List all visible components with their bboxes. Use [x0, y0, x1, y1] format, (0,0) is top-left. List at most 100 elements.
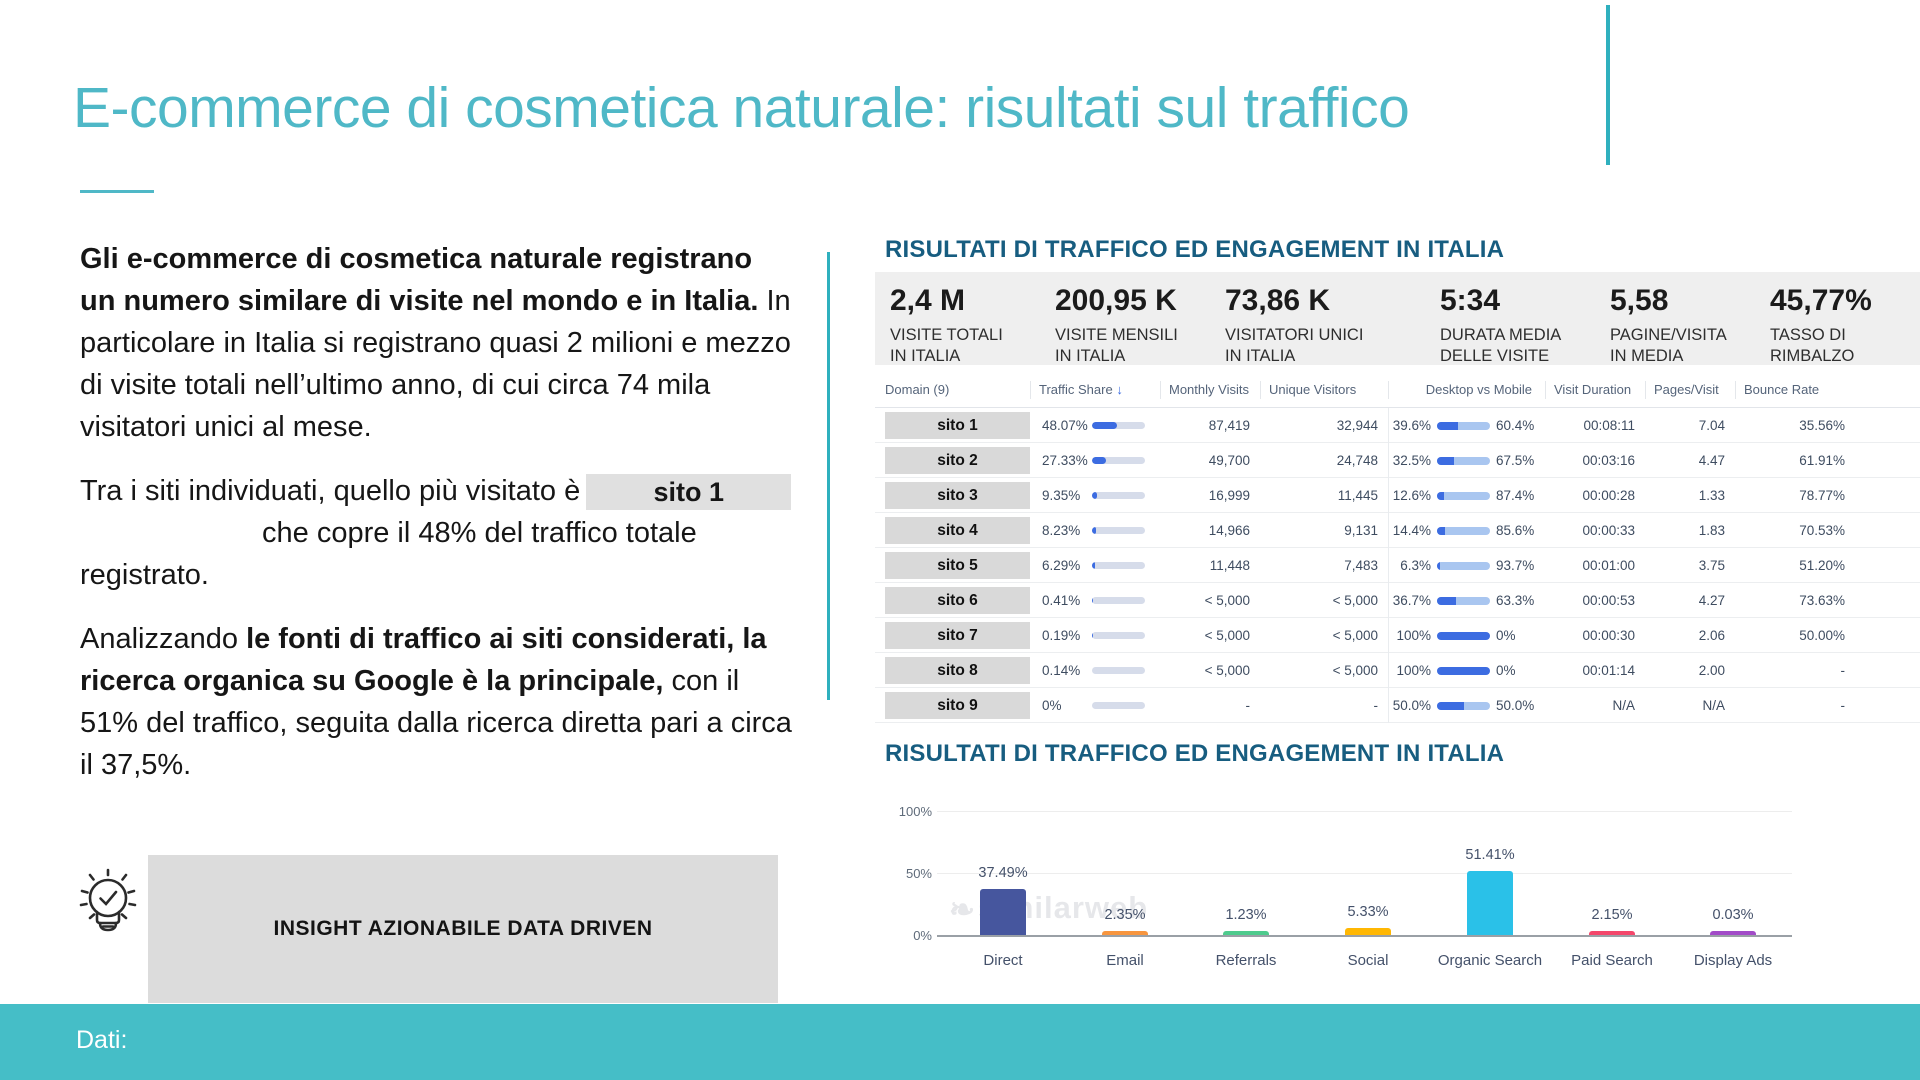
decorative-line-top-right [1606, 5, 1610, 165]
table-row[interactable]: sito 8 0.14% < 5,000 < 5,000 100% 0% 00:01:14 2… [875, 653, 1920, 688]
cell-unique-visitors: 32,944 [1336, 418, 1378, 433]
desktop-mobile-bar [1437, 526, 1490, 535]
desktop-mobile-bar [1437, 631, 1490, 640]
domain-pill: sito 5 [885, 552, 1030, 579]
cell-monthly-visits: 49,700 [1208, 453, 1250, 468]
cell-bounce-rate: 51.20% [1799, 558, 1845, 573]
kpi-band: 2,4 M VISITE TOTALI IN ITALIA 200,95 K VISIT… [875, 272, 1920, 365]
cell-desktop-vs-mobile: 32.5% 67.5% [1388, 443, 1545, 478]
ytick-50: 50% [905, 866, 932, 881]
chart-bar-direct[interactable] [980, 889, 1026, 935]
cell-visit-duration: 00:08:11 [1583, 418, 1635, 433]
cell-desktop-vs-mobile: 36.7% 63.3% [1388, 583, 1545, 618]
cell-monthly-visits: 11,448 [1209, 558, 1250, 573]
paragraph-1-bold: Gli e-commerce di cosmetica naturale reg… [80, 243, 759, 317]
desktop-mobile-bar [1437, 456, 1490, 465]
col-header-pages-visit[interactable]: Pages/Visit [1645, 380, 1735, 399]
traffic-share-bar [1092, 702, 1145, 709]
col-header-desktop-vs-mobile[interactable]: Desktop vs Mobile [1388, 380, 1545, 399]
cell-desktop-vs-mobile: 39.6% 60.4% [1388, 408, 1545, 443]
cell-unique-visitors: < 5,000 [1332, 628, 1378, 643]
col-header-traffic-share[interactable]: Traffic Share ↓ [1030, 380, 1160, 399]
section-header-table: RISULTATI DI TRAFFICO ED ENGAGEMENT IN I… [885, 236, 1505, 263]
kpi-label: PAGINE/VISITA IN MEDIA [1610, 326, 1727, 365]
cell-visit-duration: N/A [1612, 698, 1635, 713]
table-row[interactable]: sito 4 8.23% 14,966 9,131 14.4% 85.6% 00:00:33… [875, 513, 1920, 548]
kpi-item: 5,58 PAGINE/VISITA IN MEDIA [1610, 284, 1727, 367]
cell-bounce-rate: 73.63% [1799, 593, 1845, 608]
kpi-value: 73,86 K [1225, 284, 1331, 317]
cell-monthly-visits: 87,419 [1208, 418, 1250, 433]
paragraph-2-before: Tra i siti individuati, quello più visit… [80, 475, 581, 507]
section-header-chart: RISULTATI DI TRAFFICO ED ENGAGEMENT IN I… [885, 740, 1505, 767]
cell-domain: sito 7 [875, 622, 1030, 649]
traffic-table-body: sito 1 48.07% 87,419 32,944 39.6% 60.4% 00:08:… [875, 408, 1920, 723]
chart-bar-organic-search[interactable] [1467, 871, 1513, 935]
category-label: Social [1347, 952, 1389, 969]
cell-desktop-vs-mobile: 50.0% 50.0% [1388, 688, 1545, 723]
category-label: Email [1106, 952, 1144, 969]
table-row[interactable]: sito 7 0.19% < 5,000 < 5,000 100% 0% 00:00:30 2… [875, 618, 1920, 653]
cell-unique-visitors: < 5,000 [1332, 593, 1378, 608]
cell-unique-visitors: 24,748 [1336, 453, 1378, 468]
desktop-mobile-bar [1437, 421, 1490, 430]
cell-traffic-share: 8.23% [1030, 523, 1160, 538]
chart-bar-display-ads[interactable] [1710, 931, 1756, 935]
paragraph-2: Tra i siti individuati, quello più visit… [80, 470, 794, 596]
chart-bar-paid-search[interactable] [1589, 931, 1635, 935]
table-row[interactable]: sito 1 48.07% 87,419 32,944 39.6% 60.4% 00:08:… [875, 408, 1920, 443]
table-row[interactable]: sito 6 0.41% < 5,000 < 5,000 36.7% 63.3% 00:00… [875, 583, 1920, 618]
footer-bar: Dati: [0, 1004, 1920, 1080]
cell-monthly-visits: < 5,000 [1204, 593, 1250, 608]
cell-domain: sito 9 [875, 692, 1030, 719]
traffic-table: Domain (9) Traffic Share ↓ Monthly Visit… [875, 372, 1920, 723]
cell-monthly-visits: 14,966 [1208, 523, 1250, 538]
chart-bar-social[interactable] [1345, 928, 1391, 935]
cell-desktop-vs-mobile: 12.6% 87.4% [1388, 478, 1545, 513]
col-header-domain[interactable]: Domain (9) [885, 381, 950, 397]
cell-visit-duration: 00:03:16 [1582, 453, 1635, 468]
similarweb-logo-icon: ❧ [949, 892, 976, 927]
cell-domain: sito 4 [875, 517, 1030, 544]
cell-bounce-rate: 70.53% [1799, 523, 1845, 538]
bar-value-label: 37.49% [978, 865, 1028, 881]
traffic-share-bar [1092, 632, 1145, 639]
cell-traffic-share: 0% [1030, 698, 1160, 713]
cell-domain: sito 2 [875, 447, 1030, 474]
cell-traffic-share: 6.29% [1030, 558, 1160, 573]
paragraph-3: Analizzando le fonti di traffico ai siti… [80, 618, 794, 786]
table-row[interactable]: sito 3 9.35% 16,999 11,445 12.6% 87.4% 00:00:2… [875, 478, 1920, 513]
cell-traffic-share: 27.33% [1030, 453, 1160, 468]
desktop-mobile-bar [1437, 596, 1490, 605]
chart-bar-email[interactable] [1102, 931, 1148, 935]
vertical-divider [827, 252, 830, 700]
col-header-visit-duration[interactable]: Visit Duration [1545, 380, 1645, 399]
cell-visit-duration: 00:01:14 [1582, 663, 1635, 678]
paragraph-2-line2: che copre il 48% del traffico totale [262, 517, 697, 549]
category-label: Referrals [1215, 952, 1277, 969]
col-header-monthly-visits[interactable]: Monthly Visits [1160, 380, 1260, 399]
cell-traffic-share: 48.07% [1030, 418, 1160, 433]
x-axis-baseline [937, 935, 1792, 937]
table-row[interactable]: sito 2 27.33% 49,700 24,748 32.5% 67.5% 00:03:… [875, 443, 1920, 478]
chart-bar-referrals[interactable] [1223, 931, 1269, 935]
bar-value-label: 0.03% [1712, 907, 1754, 923]
bar-value-label: 1.23% [1225, 907, 1267, 923]
cell-pages-visit: N/A [1702, 698, 1725, 713]
cell-bounce-rate: - [1840, 698, 1846, 713]
table-row[interactable]: sito 9 0% - -50.0% 50.0% N/A N/A - [875, 688, 1920, 723]
paragraph-3-rest: con il 51% del traffico, seguita dalla r… [80, 665, 792, 781]
lightbulb-check-icon [70, 862, 146, 951]
cell-pages-visit: 3.75 [1698, 558, 1725, 573]
col-header-bounce-rate[interactable]: Bounce Rate [1735, 380, 1860, 399]
cell-pages-visit: 2.06 [1698, 628, 1725, 643]
table-row[interactable]: sito 5 6.29% 11,448 7,483 6.3% 93.7% 00:01:00 3… [875, 548, 1920, 583]
kpi-label: VISITATORI UNICI IN ITALIA [1225, 326, 1364, 365]
sort-desc-icon[interactable]: ↓ [1116, 381, 1123, 397]
footer-source-label: Dati: [76, 1026, 128, 1054]
col-header-unique-visitors[interactable]: Unique Visitors [1260, 380, 1388, 399]
cell-unique-visitors: 11,445 [1337, 488, 1378, 503]
kpi-label: DURATA MEDIA DELLE VISITE [1440, 326, 1562, 365]
kpi-value: 5,58 [1610, 284, 1669, 317]
traffic-share-bar [1092, 422, 1145, 429]
